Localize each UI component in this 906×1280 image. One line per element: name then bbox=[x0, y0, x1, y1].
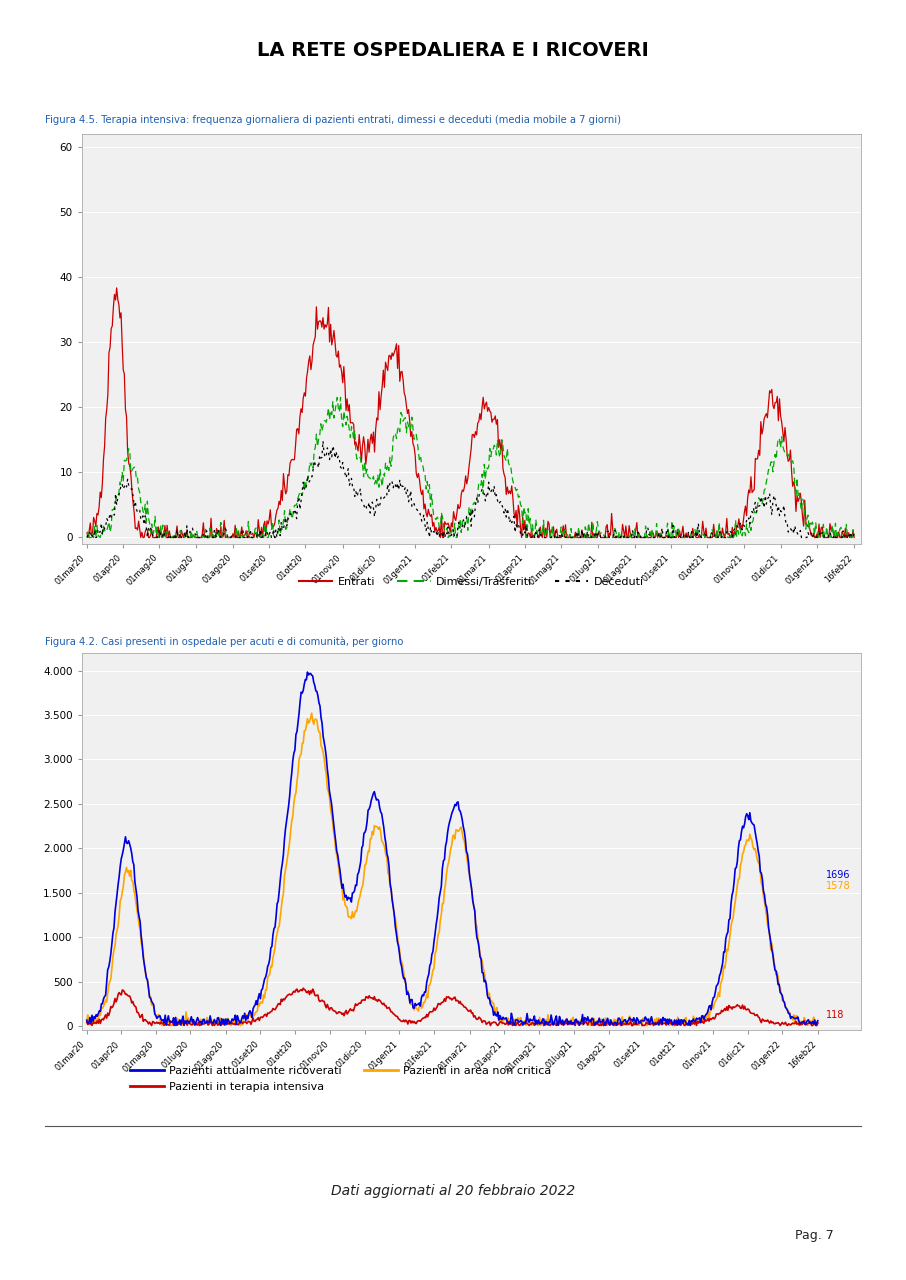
Text: 1696: 1696 bbox=[826, 870, 851, 881]
Text: 1578: 1578 bbox=[826, 881, 851, 891]
Text: Dati aggiornati al 20 febbraio 2022: Dati aggiornati al 20 febbraio 2022 bbox=[331, 1184, 575, 1198]
Text: Pag. 7: Pag. 7 bbox=[795, 1229, 834, 1242]
Text: Figura 4.5. Terapia intensiva: frequenza giornaliera di pazienti entrati, dimess: Figura 4.5. Terapia intensiva: frequenza… bbox=[45, 115, 622, 125]
Text: LA RETE OSPEDALIERA E I RICOVERI: LA RETE OSPEDALIERA E I RICOVERI bbox=[257, 41, 649, 60]
Legend: Entrati, Dimessi/Trasferiti, Deceduti: Entrati, Dimessi/Trasferiti, Deceduti bbox=[294, 572, 648, 591]
Text: Figura 4.2. Casi presenti in ospedale per acuti e di comunità, per giorno: Figura 4.2. Casi presenti in ospedale pe… bbox=[45, 636, 404, 646]
Text: 118: 118 bbox=[826, 1010, 844, 1020]
Legend: Pazienti attualmente ricoverati, Pazienti in terapia intensiva, Pazienti in area: Pazienti attualmente ricoverati, Pazient… bbox=[126, 1062, 555, 1096]
